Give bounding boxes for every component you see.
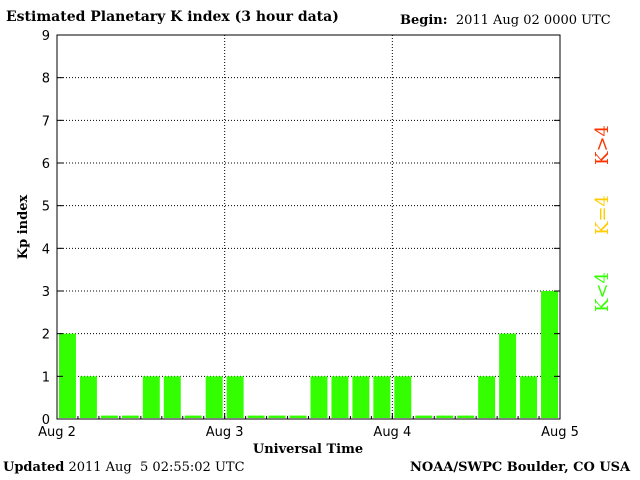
- y-tick-label: 9: [42, 29, 50, 44]
- kp-bar: [268, 415, 286, 418]
- kp-bar: [541, 291, 558, 418]
- y-tick-label: 1: [42, 370, 50, 385]
- updated-label: Updated: [3, 460, 65, 475]
- x-tick-label: Aug 2: [38, 425, 76, 440]
- y-tick-label: 5: [42, 200, 50, 215]
- y-tick-label: 3: [42, 285, 50, 300]
- kp-bar: [373, 376, 391, 418]
- legend-item: K<4: [592, 272, 613, 312]
- axis-ticks: [56, 34, 561, 420]
- kp-bar: [436, 415, 454, 418]
- legend-item: K=4: [592, 195, 613, 235]
- y-axis-title: Kp index: [16, 195, 31, 260]
- kp-bar: [478, 376, 496, 418]
- kp-bar: [121, 415, 139, 418]
- kp-bar: [289, 415, 307, 418]
- kp-bar: [499, 333, 517, 418]
- credit: NOAA/SWPC Boulder, CO USA: [410, 460, 631, 475]
- begin-label: Begin:: [400, 13, 448, 28]
- y-tick-label: 2: [42, 328, 50, 343]
- kp-bar: [331, 376, 349, 418]
- updated-value: 2011 Aug 5 02:55:02 UTC: [68, 460, 245, 475]
- x-axis-title: Universal Time: [253, 442, 363, 457]
- kp-bar: [457, 415, 475, 418]
- kp-bar: [184, 415, 202, 418]
- kp-bar: [142, 376, 160, 418]
- y-tick-labels: 0 1 2 3 4 5 6 7 8 9: [42, 29, 50, 428]
- begin-value: 2011 Aug 02 0000 UTC: [455, 13, 611, 28]
- kp-bar: [226, 376, 244, 418]
- y-tick-label: 0: [42, 413, 50, 428]
- kp-bar: [310, 376, 328, 418]
- kp-bar: [100, 415, 118, 418]
- legend: K>4 K=4 K<4: [592, 125, 613, 312]
- kp-bar: [79, 376, 97, 418]
- legend-item: K>4: [592, 125, 613, 165]
- x-tick-label: Aug 4: [373, 425, 411, 440]
- x-tick-label: Aug 5: [541, 425, 579, 440]
- bars: [59, 291, 558, 418]
- y-tick-label: 4: [42, 242, 50, 257]
- x-tick-label: Aug 3: [206, 425, 244, 440]
- grid-lines: [57, 35, 560, 419]
- kp-bar: [394, 376, 412, 418]
- y-tick-label: 6: [42, 157, 50, 172]
- kp-bar: [415, 415, 433, 418]
- kp-bar: [205, 376, 223, 418]
- updated-time: Updated 2011 Aug 5 02:55:02 UTC: [3, 461, 245, 474]
- kp-bar: [247, 415, 265, 418]
- y-tick-label: 7: [42, 114, 50, 129]
- kp-bar: [59, 333, 76, 418]
- begin-time: Begin: 2011 Aug 02 0000 UTC: [400, 14, 611, 27]
- y-tick-label: 8: [42, 72, 50, 87]
- kp-bar: [520, 376, 538, 418]
- chart-title: Estimated Planetary K index (3 hour data…: [6, 9, 339, 25]
- plot-frame: [56, 34, 561, 420]
- x-tick-labels: Aug 2 Aug 3 Aug 4 Aug 5: [38, 425, 579, 440]
- kp-bar: [352, 376, 370, 418]
- kp-bar: [163, 376, 181, 418]
